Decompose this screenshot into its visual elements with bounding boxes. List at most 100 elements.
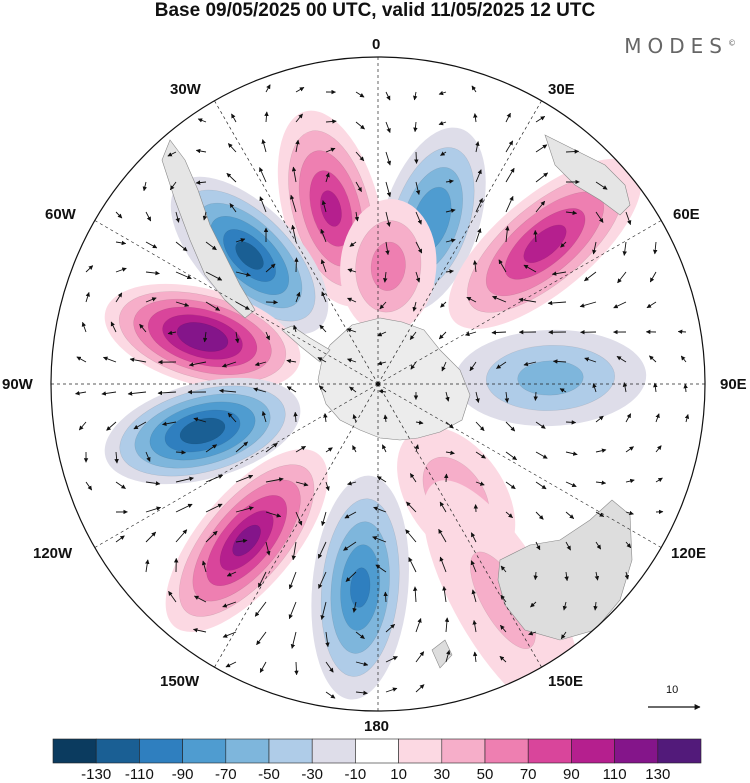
wind-vector <box>622 241 627 256</box>
wind-vector <box>253 387 267 393</box>
meridian-line <box>214 383 379 668</box>
wind-vector <box>352 414 357 423</box>
wind-vector <box>535 144 548 153</box>
wind-vector <box>584 271 597 282</box>
wind-vector <box>235 238 246 243</box>
wind-vector <box>385 121 391 133</box>
wind-vector <box>441 361 447 372</box>
wind-vector <box>289 194 297 213</box>
colorbar-tick-label: -10 <box>344 766 367 783</box>
anomaly-contour-4-2 <box>370 241 406 291</box>
wind-vector <box>347 268 357 273</box>
wind-vectors <box>75 84 690 699</box>
colorbar-tick-label: 30 <box>433 766 451 783</box>
wind-vector <box>133 421 147 430</box>
wind-vector <box>321 291 327 303</box>
wind-vector <box>410 361 417 370</box>
wind-vector <box>565 210 578 216</box>
wind-vector <box>498 259 507 273</box>
wind-vector <box>325 691 336 699</box>
wind-vector <box>625 413 632 423</box>
wind-vector <box>352 445 357 453</box>
wind-vector <box>372 536 387 543</box>
wind-vector <box>175 211 180 223</box>
wind-vector <box>378 389 387 394</box>
wind-vector <box>535 172 549 183</box>
wind-vector <box>264 111 269 123</box>
wind-vector <box>445 269 454 274</box>
wind-vector <box>355 661 369 667</box>
wind-vector <box>325 172 330 183</box>
wind-vector <box>145 270 160 276</box>
wind-vector <box>552 359 567 364</box>
wind-vector <box>188 361 207 367</box>
wind-vector <box>115 267 127 273</box>
wind-vector <box>415 241 423 254</box>
new-zealand-landmass <box>431 639 453 669</box>
wind-vector <box>445 208 456 213</box>
wind-vector <box>415 684 425 693</box>
wind-vector <box>471 85 477 93</box>
wind-vector <box>683 383 688 393</box>
wind-vector <box>475 228 482 243</box>
brand-logo: MODES© <box>624 34 736 58</box>
anomaly-contour-2-4 <box>523 224 567 264</box>
wind-vector <box>115 292 123 303</box>
wind-vector <box>560 241 567 248</box>
wind-vector <box>475 391 480 403</box>
wind-vector <box>259 661 267 673</box>
meridian-line <box>377 220 662 385</box>
wind-vector <box>235 301 250 310</box>
wind-vector <box>254 361 267 367</box>
wind-vector <box>413 121 418 133</box>
wind-vector <box>414 444 420 453</box>
wind-vector <box>473 113 478 123</box>
wind-vector <box>385 687 398 693</box>
wind-vector <box>101 391 117 396</box>
wind-vector <box>445 391 450 402</box>
lon-label-120w: 120W <box>33 545 73 562</box>
wind-vector <box>445 238 456 243</box>
wind-vector <box>265 442 278 453</box>
wind-vector <box>323 413 328 423</box>
wind-vector <box>291 166 297 183</box>
anomaly-contour-5-5 <box>235 241 264 270</box>
wind-vector <box>85 265 94 273</box>
wind-vector <box>415 420 424 425</box>
wind-vector <box>205 503 223 513</box>
wind-vector <box>205 530 218 543</box>
anomaly-contour-3-2 <box>517 360 584 396</box>
wind-vector <box>375 564 387 573</box>
wind-vector <box>595 541 602 550</box>
wind-vector <box>535 481 547 490</box>
wind-vector <box>475 421 485 431</box>
wind-vector <box>288 601 297 620</box>
wind-vector <box>175 271 192 280</box>
wind-vector <box>355 690 368 696</box>
wind-vector <box>415 618 422 633</box>
colorbar-tick-label: 50 <box>476 766 494 783</box>
wind-vector <box>222 631 237 638</box>
wind-vector <box>653 382 658 393</box>
wind-vector <box>592 383 597 393</box>
wind-vector <box>295 113 303 123</box>
wind-vector <box>579 301 597 308</box>
wind-vector <box>355 181 362 193</box>
wind-vector <box>475 481 485 486</box>
wind-vector <box>475 141 480 153</box>
wind-vector <box>377 331 387 337</box>
wind-vector <box>649 355 657 363</box>
wind-vector <box>500 565 507 573</box>
colorbar-tick-label: 110 <box>602 766 627 783</box>
wind-vector <box>81 321 87 333</box>
wind-vector <box>114 451 119 464</box>
wind-vector <box>406 501 417 513</box>
wind-vector <box>505 481 516 490</box>
wind-vector <box>235 538 248 544</box>
wind-vector <box>346 328 357 333</box>
wind-vector <box>475 198 483 213</box>
wind-vector <box>383 271 388 283</box>
anomaly-contour-6-5 <box>176 322 229 352</box>
wind-vector <box>535 511 544 520</box>
wind-vector <box>291 541 297 561</box>
